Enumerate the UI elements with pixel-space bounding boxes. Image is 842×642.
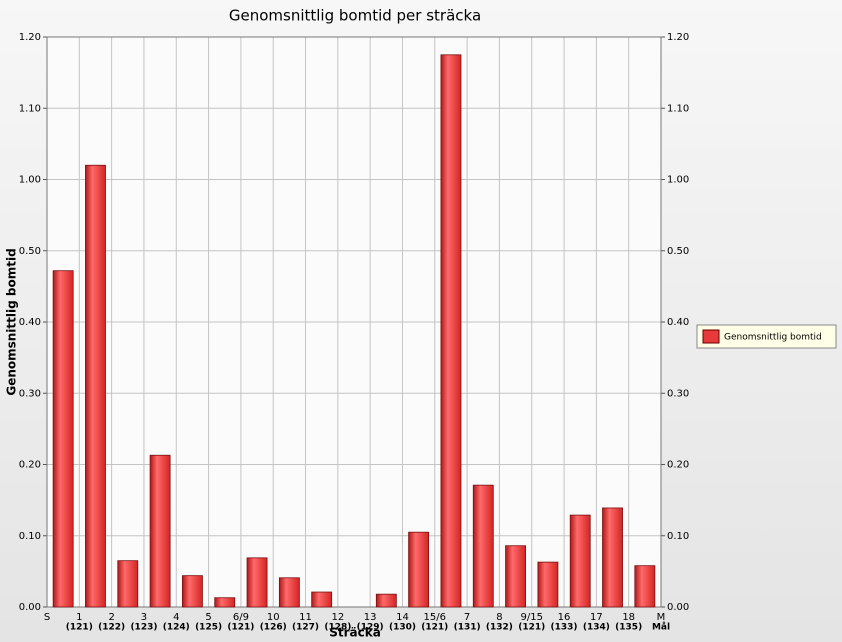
y2-tick-label: 0.20	[667, 460, 689, 471]
x-tick-label: 2	[108, 612, 114, 623]
x-tick-label: (121)	[227, 623, 254, 633]
y2-tick-label: 0.30	[667, 388, 689, 399]
y-tick-label: 1.00	[19, 175, 41, 186]
bar	[214, 597, 236, 608]
x-tick-label: (122)	[98, 623, 125, 633]
x-tick-label: (127)	[292, 623, 319, 633]
x-tick-label: 16	[558, 612, 571, 623]
y-tick-label: 0.30	[19, 388, 41, 399]
bar	[569, 514, 591, 608]
x-tick-label: (128)	[324, 623, 351, 633]
x-tick-label: 15/6	[424, 612, 446, 623]
bar	[182, 575, 203, 608]
bar	[117, 560, 139, 608]
x-tick-label: 10	[267, 612, 280, 623]
x-tick-label: (121)	[518, 623, 545, 633]
x-tick-label: (123)	[130, 623, 157, 633]
y-tick-label: 0.40	[19, 317, 41, 328]
bar	[246, 557, 268, 608]
bar	[375, 593, 397, 608]
y2-tick-label: 1.10	[667, 103, 689, 114]
chart-title: Genomsnittlig bomtid per sträcka	[229, 7, 481, 25]
x-tick-label: (121)	[421, 623, 448, 633]
x-tick-label: (125)	[195, 623, 222, 633]
x-tick-label: (126)	[260, 623, 287, 633]
x-tick-label: 1	[76, 612, 82, 623]
x-tick-label: S	[44, 612, 50, 623]
x-tick-label: 4	[173, 612, 179, 623]
x-tick-label: Mål	[652, 622, 670, 633]
y2-tick-label: 0.10	[667, 531, 689, 542]
x-tick-label: (130)	[389, 623, 416, 633]
x-tick-label: (133)	[551, 623, 578, 633]
x-tick-label: 3	[141, 612, 147, 623]
y-tick-label: 0.10	[19, 531, 41, 542]
x-axis-title: Sträcka	[329, 626, 381, 640]
x-tick-label: 17	[590, 612, 603, 623]
y2-tick-label: 1.00	[667, 175, 689, 186]
x-tick-label: (132)	[486, 623, 513, 633]
x-tick-label: 11	[299, 612, 312, 623]
bar	[537, 561, 559, 608]
x-tick-label: (134)	[583, 623, 610, 633]
bar	[149, 454, 171, 608]
y2-tick-label: 1.20	[667, 32, 689, 43]
x-tick-label: 14	[396, 612, 409, 623]
y2-tick-label: 0.50	[667, 246, 689, 257]
x-tick-label: M	[657, 612, 666, 623]
bar	[472, 484, 494, 608]
bar	[85, 164, 106, 608]
bar	[602, 507, 623, 608]
legend: Genomsnittlig bomtid	[696, 324, 837, 349]
x-tick-label: 12	[331, 612, 344, 623]
bar	[505, 545, 526, 608]
x-tick-label: (124)	[163, 623, 190, 633]
y-tick-label: 1.20	[19, 32, 41, 43]
x-tick-label: 18	[622, 612, 635, 623]
x-tick-label: (135)	[615, 623, 642, 633]
y-tick-label: 0.00	[19, 602, 41, 613]
legend-swatch	[702, 329, 720, 344]
bar	[278, 577, 300, 608]
bar	[440, 54, 462, 608]
x-tick-label: 5	[205, 612, 211, 623]
x-tick-label: 8	[496, 612, 502, 623]
y-tick-label: 1.10	[19, 103, 41, 114]
legend-box	[696, 324, 837, 349]
y-tick-label: 0.20	[19, 460, 41, 471]
y2-tick-label: 0.40	[667, 317, 689, 328]
bar	[634, 565, 656, 608]
y2-tick-label: 0.00	[667, 602, 689, 613]
x-tick-label: (131)	[454, 623, 481, 633]
y-axis-title: Genomsnittlig bomtid	[5, 248, 19, 395]
x-tick-label: (129)	[357, 623, 384, 633]
plot-border	[46, 36, 662, 608]
x-tick-label: (121)	[66, 623, 93, 633]
legend-label: Genomsnittlig bomtid	[724, 333, 822, 343]
bar	[52, 270, 74, 608]
x-tick-label: 6/9	[233, 612, 249, 623]
y-tick-label: 0.50	[19, 246, 41, 257]
x-tick-label: 13	[364, 612, 377, 623]
x-tick-label: 7	[464, 612, 470, 623]
bar	[311, 591, 333, 608]
x-tick-label: 9/15	[521, 612, 543, 623]
bar	[408, 531, 430, 608]
